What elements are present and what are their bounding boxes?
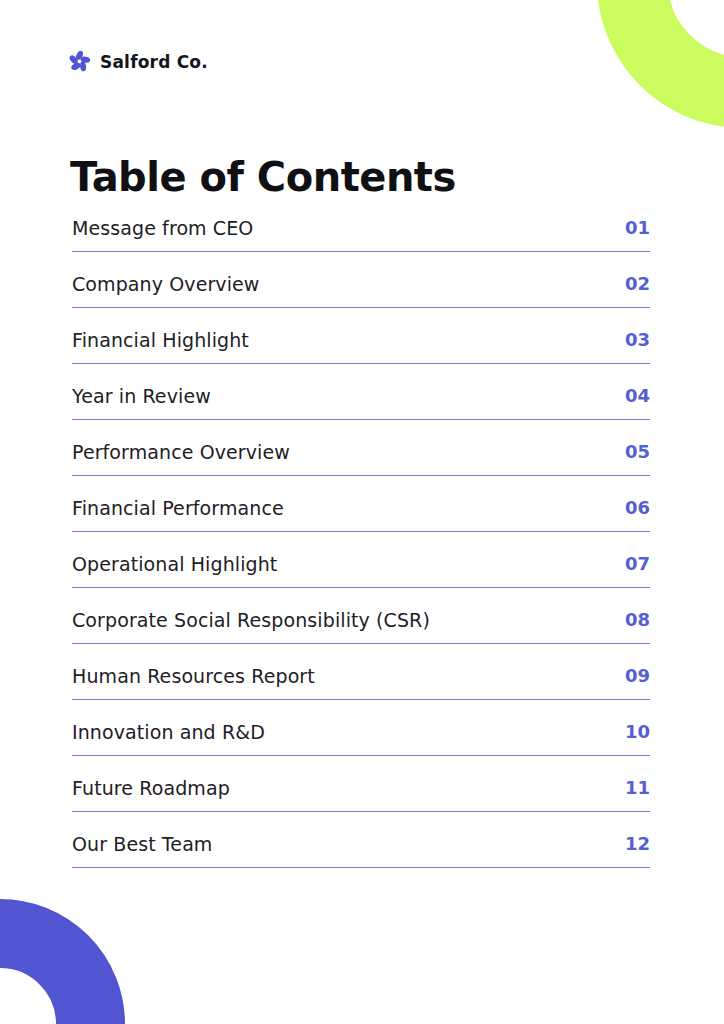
- toc-item-page-number: 07: [625, 551, 650, 577]
- toc-list: Message from CEO 01 Company Overview 02 …: [72, 215, 650, 868]
- toc-item-label: Financial Performance: [72, 495, 284, 521]
- toc-item-page-number: 10: [625, 719, 650, 745]
- toc-item-label: Message from CEO: [72, 215, 253, 241]
- toc-item-row[interactable]: Year in Review 04: [72, 383, 650, 420]
- toc-item-page-number: 08: [625, 607, 650, 633]
- pinwheel-flower-icon: [68, 50, 91, 73]
- toc-item-page-number: 01: [625, 215, 650, 241]
- toc-item-row[interactable]: Performance Overview 05: [72, 439, 650, 476]
- toc-item-label: Corporate Social Responsibility (CSR): [72, 607, 430, 633]
- toc-item-page-number: 02: [625, 271, 650, 297]
- toc-item-label: Operational Highlight: [72, 551, 277, 577]
- toc-item-row[interactable]: Company Overview 02: [72, 271, 650, 308]
- toc-item-row[interactable]: Future Roadmap 11: [72, 775, 650, 812]
- toc-item-row[interactable]: Financial Performance 06: [72, 495, 650, 532]
- purple-ring-decoration: [0, 899, 125, 1024]
- toc-item-label: Company Overview: [72, 271, 259, 297]
- toc-item-label: Year in Review: [72, 383, 211, 409]
- toc-item-label: Future Roadmap: [72, 775, 230, 801]
- brand-logo: Salford Co.: [68, 50, 208, 73]
- toc-item-page-number: 04: [625, 383, 650, 409]
- toc-item-label: Our Best Team: [72, 831, 212, 857]
- toc-item-label: Innovation and R&D: [72, 719, 265, 745]
- toc-item-page-number: 09: [625, 663, 650, 689]
- toc-item-row[interactable]: Corporate Social Responsibility (CSR) 08: [72, 607, 650, 644]
- toc-item-row[interactable]: Financial Highlight 03: [72, 327, 650, 364]
- brand-name: Salford Co.: [100, 52, 208, 72]
- lime-ring-decoration: [597, 0, 724, 128]
- toc-item-row[interactable]: Innovation and R&D 10: [72, 719, 650, 756]
- toc-item-row[interactable]: Human Resources Report 09: [72, 663, 650, 700]
- toc-item-page-number: 11: [625, 775, 650, 801]
- toc-item-row[interactable]: Our Best Team 12: [72, 831, 650, 868]
- toc-item-row[interactable]: Operational Highlight 07: [72, 551, 650, 588]
- toc-item-page-number: 12: [625, 831, 650, 857]
- toc-item-row[interactable]: Message from CEO 01: [72, 215, 650, 252]
- toc-item-label: Performance Overview: [72, 439, 290, 465]
- toc-page: Salford Co. Table of Contents Message fr…: [0, 0, 724, 1024]
- toc-item-page-number: 06: [625, 495, 650, 521]
- toc-item-page-number: 05: [625, 439, 650, 465]
- toc-item-label: Human Resources Report: [72, 663, 315, 689]
- toc-item-page-number: 03: [625, 327, 650, 353]
- toc-item-label: Financial Highlight: [72, 327, 249, 353]
- page-title: Table of Contents: [70, 151, 456, 203]
